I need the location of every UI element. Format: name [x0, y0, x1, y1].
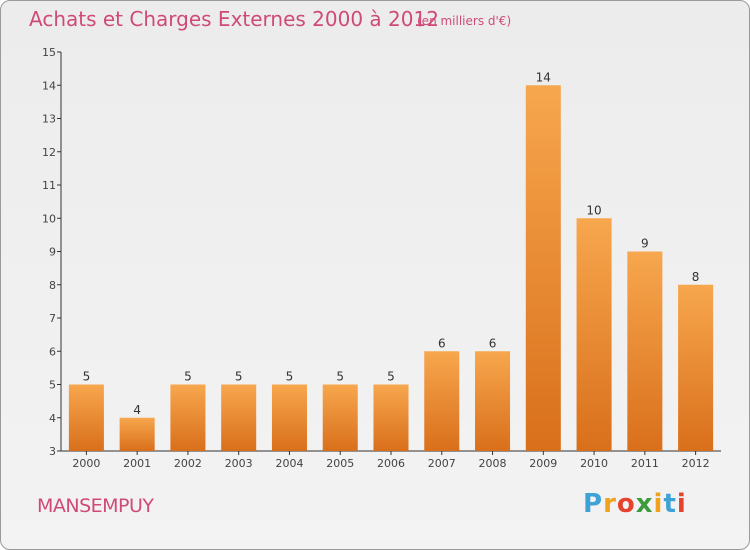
x-tick-label: 2004: [275, 457, 303, 470]
y-tick-label: 9: [49, 246, 56, 259]
y-tick-label: 14: [42, 79, 56, 92]
logo-letter: P: [583, 489, 604, 519]
x-tick-label: 2002: [174, 457, 202, 470]
value-label: 5: [286, 370, 294, 384]
bar-2001: [119, 417, 155, 451]
y-tick-label: 11: [42, 179, 56, 192]
bar-2010: [576, 218, 612, 451]
bar-2007: [424, 351, 460, 451]
value-label: 6: [489, 336, 497, 350]
logo-letter: x: [635, 489, 654, 519]
y-tick-label: 15: [42, 46, 56, 59]
value-label: 14: [536, 70, 551, 84]
y-tick-label: 3: [49, 445, 56, 458]
x-tick-label: 2012: [682, 457, 710, 470]
logo-letter: i: [676, 489, 687, 519]
bar-2003: [221, 384, 257, 451]
y-tick-label: 7: [49, 312, 56, 325]
x-tick-label: 2010: [580, 457, 608, 470]
value-label: 5: [83, 370, 91, 384]
x-tick-label: 2011: [631, 457, 659, 470]
bar-2012: [678, 284, 714, 451]
value-label: 6: [438, 336, 446, 350]
chart-title: Achats et Charges Externes 2000 à 2012: [29, 7, 439, 31]
x-tick-label: 2003: [225, 457, 253, 470]
proxiti-logo: Proxiti: [583, 489, 687, 519]
y-tick-label: 4: [49, 412, 56, 425]
x-tick-label: 2008: [479, 457, 507, 470]
logo-letter: r: [603, 489, 617, 519]
y-tick-label: 5: [49, 379, 56, 392]
bar-2006: [373, 384, 409, 451]
bar-2002: [170, 384, 206, 451]
x-tick-label: 2000: [72, 457, 100, 470]
x-tick-label: 2009: [529, 457, 557, 470]
logo-letter: o: [616, 489, 636, 519]
bar-2008: [475, 351, 511, 451]
value-label: 5: [184, 370, 192, 384]
unit-label: (en milliers d'€): [417, 14, 512, 28]
bar-2011: [627, 251, 663, 451]
y-tick-label: 13: [42, 113, 56, 126]
bar-2009: [525, 85, 561, 451]
value-label: 10: [586, 203, 601, 217]
location-name: MANSEMPUY: [37, 495, 154, 517]
value-label: 4: [133, 403, 141, 417]
y-tick-label: 10: [42, 212, 56, 225]
x-tick-label: 2006: [377, 457, 405, 470]
bar-2004: [271, 384, 307, 451]
y-tick-label: 6: [49, 345, 56, 358]
logo-letter: i: [653, 489, 664, 519]
x-tick-label: 2001: [123, 457, 151, 470]
y-tick-label: 8: [49, 279, 56, 292]
bar-2005: [322, 384, 358, 451]
value-label: 5: [235, 370, 243, 384]
bar-2000: [68, 384, 104, 451]
y-tick-label: 12: [42, 146, 56, 159]
value-label: 5: [336, 370, 344, 384]
x-tick-label: 2007: [428, 457, 456, 470]
value-label: 9: [641, 237, 649, 251]
value-label: 8: [692, 270, 700, 284]
value-label: 5: [387, 370, 395, 384]
x-tick-label: 2005: [326, 457, 354, 470]
logo-letter: t: [663, 489, 677, 519]
